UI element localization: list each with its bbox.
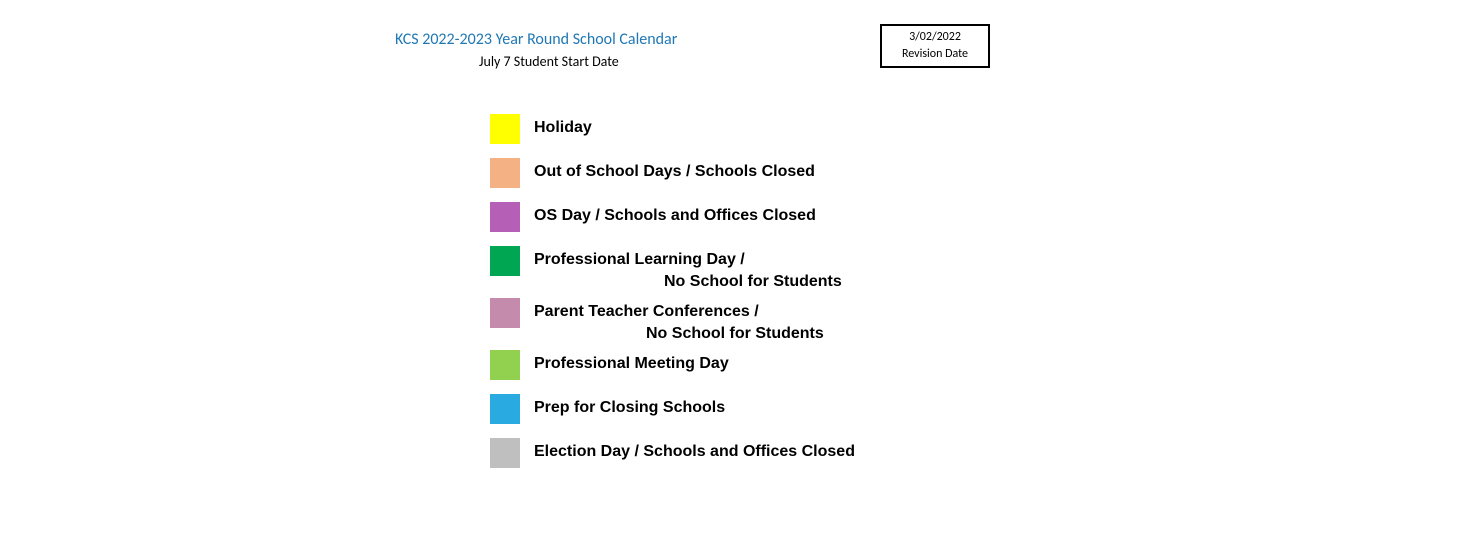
legend-label: Prep for Closing Schools <box>534 394 725 419</box>
swatch <box>490 394 520 424</box>
legend-label-line1: Professional Learning Day / <box>534 251 745 268</box>
page-title: KCS 2022-2023 Year Round School Calendar <box>395 30 677 49</box>
swatch <box>490 202 520 232</box>
swatch <box>490 158 520 188</box>
header: KCS 2022-2023 Year Round School Calendar… <box>395 30 677 70</box>
page-subtitle: July 7 Student Start Date <box>479 53 677 70</box>
revision-box: 3/02/2022 Revision Date <box>880 24 990 68</box>
legend-label: Professional Meeting Day <box>534 350 729 375</box>
legend-item: Holiday <box>490 114 855 144</box>
legend-label: Election Day / Schools and Offices Close… <box>534 438 855 463</box>
legend-label-line2: No School for Students <box>646 323 824 345</box>
swatch <box>490 350 520 380</box>
legend-item: OS Day / Schools and Offices Closed <box>490 202 855 232</box>
swatch <box>490 438 520 468</box>
legend-label: Out of School Days / Schools Closed <box>534 158 815 183</box>
revision-label: Revision Date <box>882 46 988 63</box>
legend-label-line1: Parent Teacher Conferences / <box>534 303 759 320</box>
legend-label: Parent Teacher Conferences / No School f… <box>534 298 824 344</box>
legend-label: Holiday <box>534 114 592 139</box>
revision-date: 3/02/2022 <box>882 29 988 46</box>
swatch <box>490 298 520 328</box>
legend-item: Professional Meeting Day <box>490 350 855 380</box>
legend-item: Prep for Closing Schools <box>490 394 855 424</box>
legend: Holiday Out of School Days / Schools Clo… <box>490 114 855 482</box>
legend-item: Professional Learning Day / No School fo… <box>490 246 855 292</box>
legend-item: Out of School Days / Schools Closed <box>490 158 855 188</box>
legend-label-line2: No School for Students <box>664 271 842 293</box>
swatch <box>490 246 520 276</box>
legend-item: Parent Teacher Conferences / No School f… <box>490 298 855 344</box>
legend-label: Professional Learning Day / No School fo… <box>534 246 842 292</box>
swatch <box>490 114 520 144</box>
legend-label: OS Day / Schools and Offices Closed <box>534 202 816 227</box>
legend-item: Election Day / Schools and Offices Close… <box>490 438 855 468</box>
